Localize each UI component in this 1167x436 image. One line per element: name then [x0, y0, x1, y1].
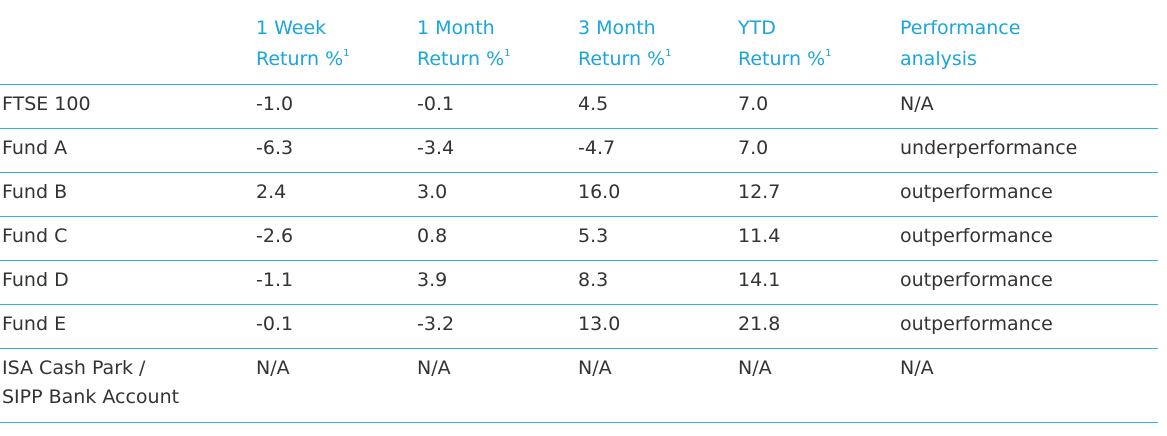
table-row: ISA Cash Park / SIPP Bank Account N/A N/…: [0, 348, 1158, 423]
week-return-cell: -1.0: [254, 84, 415, 129]
week-return-cell: -6.3: [254, 128, 415, 173]
analysis-cell: outperformance: [898, 260, 1158, 305]
month-return-cell: 3.9: [415, 260, 576, 305]
fund-name-cell: ISA Cash Park / SIPP Bank Account: [0, 348, 254, 423]
fund-name-cell: Fund B: [0, 172, 254, 217]
fund-name-cell: Fund A: [0, 128, 254, 173]
header-line2: Return %: [256, 48, 344, 70]
ytd-return-cell: 7.0: [736, 128, 898, 173]
header-line2: analysis: [900, 48, 977, 70]
footnote-marker: 1: [665, 47, 672, 59]
month-return-cell: 3.0: [415, 172, 576, 217]
table-row: FTSE 100 -1.0 -0.1 4.5 7.0 N/A: [0, 84, 1158, 129]
header-3-month-return: 3 Month Return %1: [576, 0, 736, 85]
header-1-month-return: 1 Month Return %1: [415, 0, 576, 85]
header-line2: Return %: [738, 48, 826, 70]
analysis-cell: N/A: [898, 84, 1158, 129]
three-month-return-cell: N/A: [576, 348, 736, 423]
header-line1: 3 Month: [578, 17, 656, 39]
fund-name-line1: ISA Cash Park /: [2, 356, 146, 379]
month-return-cell: -3.2: [415, 304, 576, 349]
analysis-cell: N/A: [898, 348, 1158, 423]
three-month-return-cell: 4.5: [576, 84, 736, 129]
three-month-return-cell: 16.0: [576, 172, 736, 217]
ytd-return-cell: 14.1: [736, 260, 898, 305]
header-performance-analysis: Performance analysis: [898, 0, 1158, 85]
table-row: Fund A -6.3 -3.4 -4.7 7.0 underperforman…: [0, 128, 1158, 173]
header-fund-name: [0, 0, 254, 85]
week-return-cell: N/A: [254, 348, 415, 423]
month-return-cell: N/A: [415, 348, 576, 423]
month-return-cell: -0.1: [415, 84, 576, 129]
analysis-cell: outperformance: [898, 216, 1158, 261]
week-return-cell: -2.6: [254, 216, 415, 261]
analysis-cell: outperformance: [898, 172, 1158, 217]
three-month-return-cell: 5.3: [576, 216, 736, 261]
header-line1: Performance: [900, 17, 1021, 39]
analysis-cell: underperformance: [898, 128, 1158, 173]
week-return-cell: -0.1: [254, 304, 415, 349]
table-row: Fund B 2.4 3.0 16.0 12.7 outperformance: [0, 172, 1158, 217]
fund-name-cell: Fund D: [0, 260, 254, 305]
ytd-return-cell: 11.4: [736, 216, 898, 261]
table-row: Fund C -2.6 0.8 5.3 11.4 outperformance: [0, 216, 1158, 261]
three-month-return-cell: -4.7: [576, 128, 736, 173]
ytd-return-cell: 21.8: [736, 304, 898, 349]
analysis-cell: outperformance: [898, 304, 1158, 349]
header-row: 1 Week Return %1 1 Month Return %1 3 Mon…: [0, 0, 1158, 85]
fund-name-cell: Fund C: [0, 216, 254, 261]
week-return-cell: -1.1: [254, 260, 415, 305]
three-month-return-cell: 13.0: [576, 304, 736, 349]
header-line1: YTD: [738, 17, 776, 39]
ytd-return-cell: N/A: [736, 348, 898, 423]
fund-performance-table: 1 Week Return %1 1 Month Return %1 3 Mon…: [0, 0, 1158, 423]
ytd-return-cell: 7.0: [736, 84, 898, 129]
three-month-return-cell: 8.3: [576, 260, 736, 305]
fund-name-line2: SIPP Bank Account: [2, 385, 180, 408]
month-return-cell: 0.8: [415, 216, 576, 261]
header-line1: 1 Week: [256, 17, 327, 39]
ytd-return-cell: 12.7: [736, 172, 898, 217]
footnote-marker: 1: [825, 47, 832, 59]
month-return-cell: -3.4: [415, 128, 576, 173]
footnote-marker: 1: [504, 47, 511, 59]
fund-name-cell: Fund E: [0, 304, 254, 349]
fund-name-cell: FTSE 100: [0, 84, 254, 129]
header-1-week-return: 1 Week Return %1: [254, 0, 415, 85]
header-line1: 1 Month: [417, 17, 495, 39]
header-line2: Return %: [578, 48, 666, 70]
table-row: Fund D -1.1 3.9 8.3 14.1 outperformance: [0, 260, 1158, 305]
week-return-cell: 2.4: [254, 172, 415, 217]
footnote-marker: 1: [343, 47, 350, 59]
header-line2: Return %: [417, 48, 505, 70]
header-ytd-return: YTD Return %1: [736, 0, 898, 85]
table-row: Fund E -0.1 -3.2 13.0 21.8 outperformanc…: [0, 304, 1158, 349]
